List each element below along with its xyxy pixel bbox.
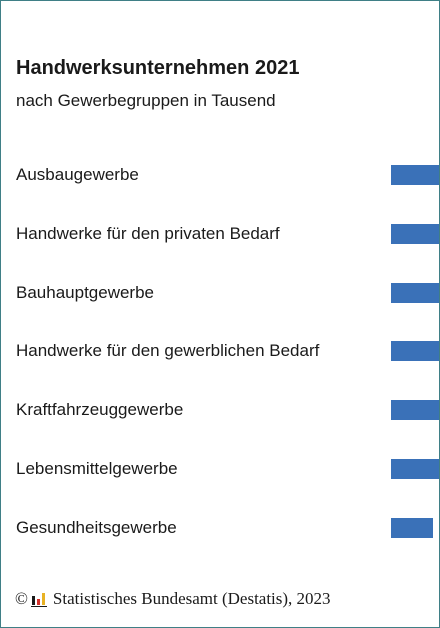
category-label: Lebensmittelgewerbe <box>16 459 178 478</box>
category-label: Handwerke für den privaten Bedarf <box>16 223 280 243</box>
chart-subtitle: nach Gewerbegruppen in Tausend <box>16 91 276 110</box>
bar <box>391 400 439 421</box>
category-label: Kraftfahrzeuggewerbe <box>16 400 184 420</box>
bar <box>391 165 439 185</box>
bar <box>391 459 439 479</box>
category-label: Ausbaugewerbe <box>16 165 139 184</box>
copyright-symbol: © <box>15 589 28 608</box>
category-label: Handwerke für den gewerblichen Bedarf <box>16 341 320 361</box>
bar <box>391 517 433 538</box>
chart-title: Handwerksunternehmen 2021 <box>16 57 300 79</box>
category-label: Gesundheitsgewerbe <box>16 517 177 537</box>
destatis-logo-icon <box>30 591 47 607</box>
category-label: Bauhauptgewerbe <box>16 282 155 302</box>
bar <box>391 341 439 362</box>
bar <box>391 282 439 303</box>
bar <box>391 223 439 244</box>
source-text: Statistisches Bundesamt (Destatis), 2023 <box>52 589 331 608</box>
source-footer: © Statistisches Bundesamt (Destatis), 20… <box>15 589 331 609</box>
